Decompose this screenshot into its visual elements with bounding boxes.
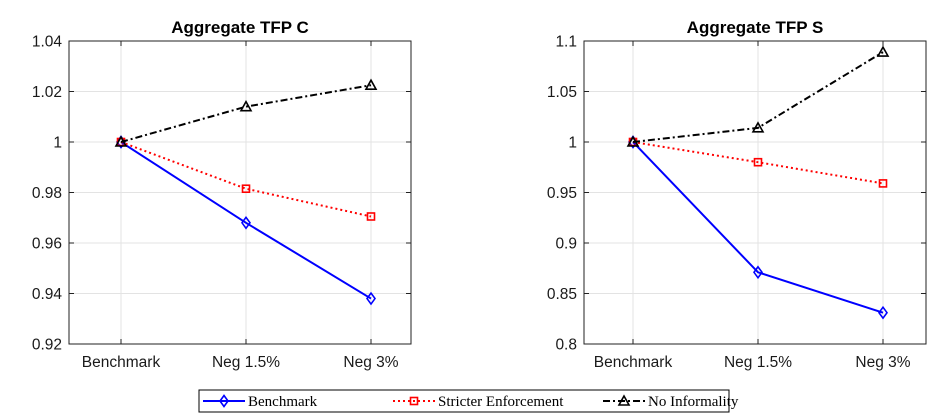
data-point-marker [876,45,890,57]
y-tick-label: 1.1 [555,34,577,51]
y-tick-label: 1.04 [32,34,63,51]
data-point-marker [239,100,253,112]
y-tick-label: 1.02 [32,84,62,101]
legend-box [198,389,730,413]
data-point-marker [364,78,378,90]
series-line [632,141,884,185]
legend-entry-benchmark: Benchmark [203,394,318,410]
series-line [120,84,372,143]
series-line [632,51,884,143]
x-tick-label: Neg 3% [343,354,398,371]
chart-title: Aggregate TFP S [687,18,824,37]
data-point-marker [751,121,765,133]
data-point-marker [366,212,376,221]
legend: Benchmark Stricter Enforcement No Informal… [198,389,739,413]
chart-panel-1: 0.92 0.94 0.96 0.98 1 1.02 1.04 Benchmark Neg 1.… [32,18,412,371]
legend-marker [219,394,229,408]
y-tick-label: 1 [568,135,577,152]
y-tick-label: 0.98 [32,185,62,202]
legend-entry-stricter-enforcement: Stricter Enforcement [393,394,564,410]
legend-label: No Informality [648,394,739,410]
chart-panel-2: 0.8 0.85 0.9 0.95 1 1.05 1.1 Benchmark Neg 1.5% N… [547,18,927,371]
data-point-marker [878,305,888,320]
y-tick-label: 0.8 [555,337,577,354]
data-point-marker [626,135,640,147]
legend-marker [409,396,419,406]
y-tick-label: 0.96 [32,236,62,253]
data-point-marker [753,265,763,280]
y-tick-label: 1 [53,135,62,152]
data-point-marker [753,157,763,167]
series-line [632,141,884,314]
y-tick-label: 0.9 [555,236,577,253]
y-tick-label: 0.92 [32,337,62,354]
legend-marker [617,394,631,406]
series-no-informality [114,78,378,147]
legend-entry-no-informality: No Informality [603,394,739,410]
x-tick-label: Benchmark [82,354,161,371]
legend-label: Benchmark [248,394,318,410]
x-tick-label: Neg 1.5% [724,354,792,371]
data-point-marker [114,135,128,147]
x-tick-label: Neg 1.5% [212,354,280,371]
data-point-marker [878,179,888,188]
series-line [120,141,372,300]
y-tick-label: 1.05 [547,84,577,101]
data-point-marker [366,291,376,306]
x-tick-label: Benchmark [594,354,673,371]
chart-title: Aggregate TFP C [171,18,309,37]
y-tick-label: 0.94 [32,286,63,303]
data-point-marker [241,215,251,230]
data-point-marker [241,184,251,194]
chart-panels: 0.92 0.94 0.96 0.98 1 1.02 1.04 Benchmark Neg 1.… [32,18,927,371]
legend-label: Stricter Enforcement [438,394,564,410]
y-tick-label: 0.85 [547,286,577,303]
y-tick-label: 0.95 [547,185,577,202]
series-no-informality [626,45,890,147]
x-tick-label: Neg 3% [855,354,910,371]
